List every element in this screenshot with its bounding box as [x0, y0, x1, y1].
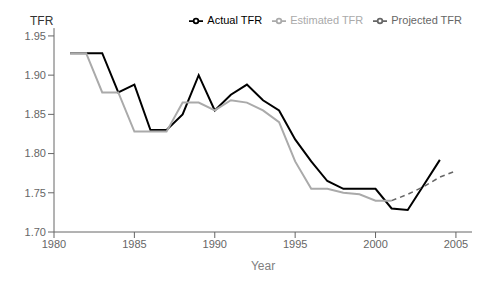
html-text:TFR: TFR: [30, 14, 54, 28]
html-text:Projected TFR: Projected TFR: [391, 14, 462, 26]
html-text:Actual TFR: Actual TFR: [207, 14, 263, 26]
svg-text:1980: 1980: [42, 238, 66, 250]
svg-text:2000: 2000: [363, 238, 387, 250]
svg-text:1990: 1990: [203, 238, 227, 250]
html-text:Estimated TFR: Estimated TFR: [290, 14, 364, 26]
svg-text:Year: Year: [251, 259, 275, 273]
svg-text:1.85: 1.85: [25, 108, 46, 120]
svg-text:1.75: 1.75: [25, 187, 46, 199]
svg-text:2005: 2005: [444, 238, 468, 250]
svg-text:1.90: 1.90: [25, 69, 46, 81]
svg-text:1.95: 1.95: [25, 30, 46, 42]
svg-text:1.80: 1.80: [25, 147, 46, 159]
svg-text:1.70: 1.70: [25, 226, 46, 238]
svg-text:1995: 1995: [283, 238, 307, 250]
svg-text:1985: 1985: [122, 238, 146, 250]
